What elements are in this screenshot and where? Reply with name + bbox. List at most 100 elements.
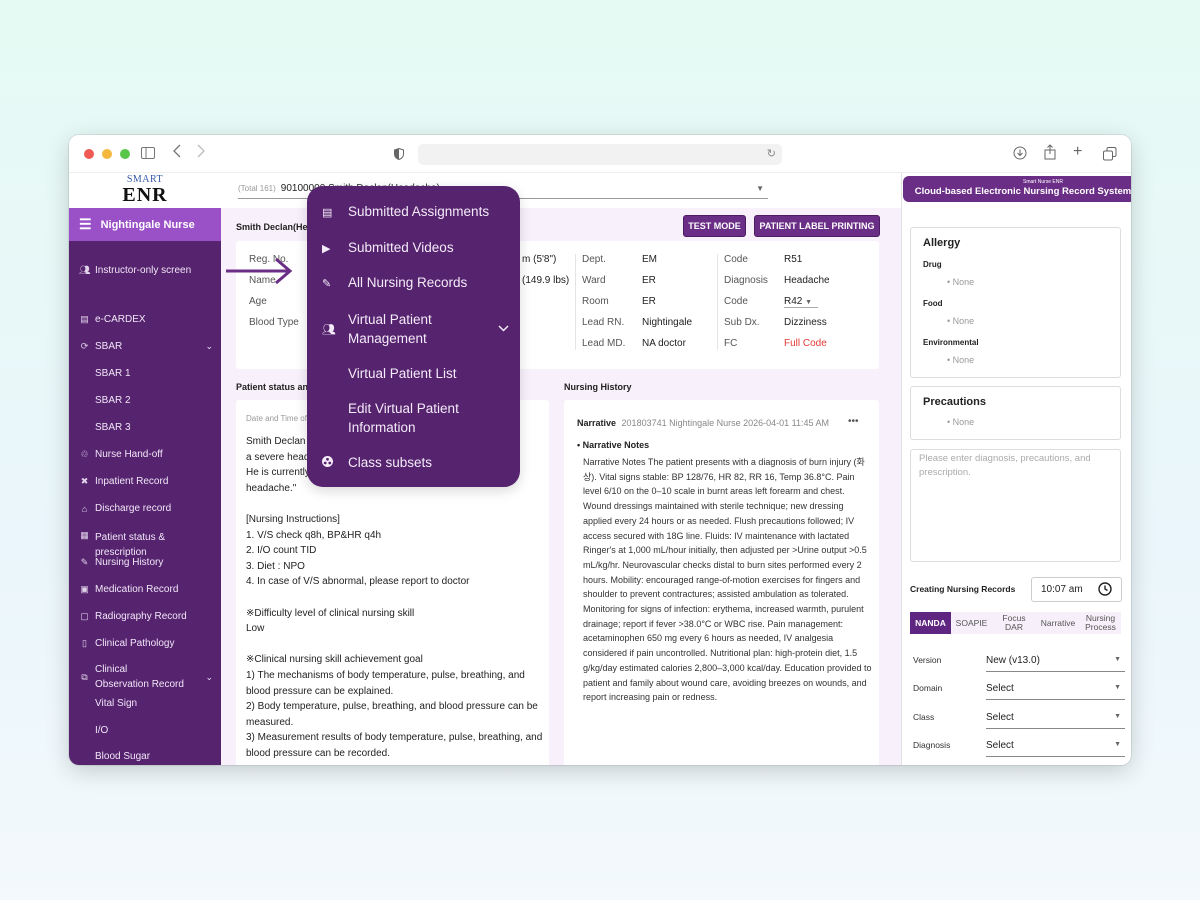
sidebar-item-io[interactable]: I/O bbox=[95, 725, 109, 736]
sidebar-item-sbar2[interactable]: SBAR 2 bbox=[95, 395, 131, 406]
sidebar-item-sbar3[interactable]: SBAR 3 bbox=[95, 422, 131, 433]
chart-icon: ▦ bbox=[80, 530, 89, 540]
record-type-tabs: NANDA SOAPIE Focus DAR Narrative Nursing… bbox=[910, 612, 1121, 634]
patient-name: Smith Declan(Headache) bbox=[236, 222, 342, 232]
record-meta: 201803741 Nightingale Nurse 2026-04-01 1… bbox=[621, 418, 830, 428]
browser-titlebar: ↻ + bbox=[69, 135, 1131, 173]
sidebar: SMART ENR ☰ Nightingale Nurse 👥︎ Instruct… bbox=[69, 173, 221, 765]
precautions-box: Precautions • None bbox=[910, 386, 1121, 440]
caret-down-icon: ▼ bbox=[1114, 656, 1121, 663]
people-icon: 👥︎ bbox=[79, 265, 91, 275]
sidebar-item-patient-status[interactable]: ▦ Patient status & prescription bbox=[80, 530, 166, 558]
arrow-icon bbox=[226, 257, 293, 285]
tab-soapie[interactable]: SOAPIE bbox=[955, 617, 988, 628]
sidebar-item-sbar[interactable]: ⟳ SBAR ⌄ bbox=[80, 341, 213, 352]
menu-item-edit-virtual-patient[interactable]: Edit Virtual Patient Information bbox=[348, 400, 459, 436]
monitor-icon: ▤ bbox=[80, 314, 89, 324]
user-bar[interactable]: ☰ Nightingale Nurse bbox=[69, 208, 221, 241]
sidebar-item-sbar1[interactable]: SBAR 1 bbox=[95, 368, 131, 379]
shield-icon[interactable] bbox=[394, 147, 404, 163]
home-icon: ⌂ bbox=[81, 503, 88, 514]
sidebar-item-blood-sugar[interactable]: Blood Sugar bbox=[95, 751, 151, 762]
diagnosis-field[interactable]: Diagnosis Select ▼ bbox=[913, 735, 1125, 757]
sidebar-item-ecardex[interactable]: ▤ e-CARDEX bbox=[80, 314, 146, 325]
logo[interactable]: SMART ENR bbox=[69, 173, 221, 208]
narrative-notes: Narrative Notes The patient presents wit… bbox=[583, 457, 872, 703]
image-icon: ▢ bbox=[80, 611, 89, 621]
download-icon[interactable] bbox=[1013, 146, 1027, 163]
status-text: Smith Declan g of a severe head He is cu… bbox=[246, 436, 543, 759]
chevron-down-icon bbox=[498, 323, 509, 335]
caret-down-icon: ▼ bbox=[1114, 684, 1121, 691]
allergy-box: Allergy Drug • None Food • None Environm… bbox=[910, 227, 1121, 378]
version-field[interactable]: Version New (v13.0) ▼ bbox=[913, 650, 1125, 672]
minimize-window-button[interactable] bbox=[102, 148, 112, 159]
menu-item-class-subsets[interactable]: Class subsets bbox=[307, 453, 520, 473]
time-input[interactable]: 10:07 am bbox=[1031, 577, 1122, 602]
chevron-down-icon: ⌄ bbox=[205, 671, 213, 682]
address-bar[interactable]: ↻ bbox=[418, 144, 782, 165]
cycle-icon: ⟳ bbox=[80, 341, 89, 351]
maximize-window-button[interactable] bbox=[120, 148, 130, 159]
people-icon: 👥︎ bbox=[322, 323, 336, 336]
menu-item-virtual-patient-management[interactable]: 👥︎ Virtual Patient Management bbox=[307, 309, 520, 349]
sidebar-item-vital-sign[interactable]: Vital Sign bbox=[95, 698, 138, 709]
sidebar-item-nursing-history[interactable]: ✎ Nursing History bbox=[80, 557, 164, 568]
tabs-overview-icon[interactable] bbox=[1103, 147, 1117, 164]
test-mode-button[interactable]: TEST MODE bbox=[683, 215, 746, 237]
sidebar-item-medication[interactable]: ▣ Medication Record bbox=[80, 584, 179, 595]
pill-icon: ▣ bbox=[80, 584, 89, 594]
reload-icon[interactable]: ↻ bbox=[766, 148, 776, 160]
menu-item-virtual-patient-list[interactable]: Virtual Patient List bbox=[348, 366, 457, 382]
assignment-icon: ▤ bbox=[322, 206, 333, 219]
domain-field[interactable]: Domain Select ▼ bbox=[913, 678, 1125, 700]
caret-down-icon: ▼ bbox=[756, 184, 764, 193]
sidebar-item-inpatient[interactable]: ✖ Inpatient Record bbox=[80, 476, 169, 487]
menu-icon[interactable]: ☰ bbox=[79, 216, 92, 232]
patient-label-printing-button[interactable]: PATIENT LABEL PRINTING bbox=[754, 215, 880, 237]
tab-narrative[interactable]: Narrative bbox=[1040, 617, 1076, 628]
video-icon: ▶︎ bbox=[322, 242, 331, 255]
height-value: m (5'8") bbox=[522, 254, 557, 265]
tab-focus-dar[interactable]: Focus DAR bbox=[1002, 613, 1026, 632]
monitor-wave-icon: ⧉ bbox=[81, 671, 88, 682]
new-tab-icon[interactable]: + bbox=[1073, 143, 1083, 160]
caret-down-icon: ▼ bbox=[1114, 741, 1121, 748]
clock-icon[interactable] bbox=[1098, 582, 1112, 599]
menu-item-all-nursing-records[interactable]: ✎ All Nursing Records bbox=[322, 275, 468, 291]
caret-down-icon: ▼ bbox=[1114, 713, 1121, 720]
sidebar-item-radiography[interactable]: ▢ Radiography Record bbox=[80, 611, 187, 622]
caret-down-icon: ▼ bbox=[805, 299, 813, 306]
sidebar-item-pathology[interactable]: ▯ Clinical Pathology bbox=[69, 638, 221, 649]
tab-nursing-process[interactable]: Nursing Process bbox=[1085, 613, 1116, 632]
sidebar-toggle-icon[interactable] bbox=[141, 146, 155, 162]
share-icon[interactable] bbox=[1044, 144, 1056, 163]
diagnosis-textarea[interactable]: Please enter diagnosis, precautions, and… bbox=[910, 449, 1121, 562]
edit-icon: ✎ bbox=[322, 277, 332, 290]
sidebar-item-instructor[interactable]: 👥︎ Instructor-only screen bbox=[79, 265, 192, 276]
weight-value: (149.9 lbs) bbox=[522, 275, 570, 286]
close-window-button[interactable] bbox=[84, 148, 94, 159]
chevron-down-icon: ⌄ bbox=[205, 341, 213, 351]
group-icon bbox=[322, 456, 333, 470]
nursing-history-card: Narrative 201803741 Nightingale Nurse 20… bbox=[564, 400, 879, 765]
menu-item-submitted-videos[interactable]: ▶︎ Submitted Videos bbox=[322, 240, 454, 256]
sidebar-item-observation[interactable]: ⧉ Clinical Observation Record ⌄ bbox=[69, 662, 221, 692]
full-code-status: Full Code bbox=[784, 338, 827, 349]
user-name: Nightingale Nurse bbox=[100, 218, 195, 231]
sidebar-item-discharge[interactable]: ⌂ Discharge record bbox=[69, 503, 221, 514]
menu-item-submitted-assignments[interactable]: ▤ Submitted Assignments bbox=[322, 204, 490, 220]
class-field[interactable]: Class Select ▼ bbox=[913, 707, 1125, 729]
tab-nanda[interactable]: NANDA bbox=[910, 612, 951, 634]
brand-banner: Smart Nurse ENR Cloud-based Electronic N… bbox=[903, 176, 1131, 202]
bandage-icon: ✖ bbox=[80, 476, 89, 486]
more-options-icon[interactable]: ••• bbox=[848, 416, 859, 427]
back-icon[interactable] bbox=[173, 144, 181, 161]
sub-code-select[interactable]: R42 ▼ bbox=[784, 296, 818, 308]
right-panel: Smart Nurse ENR Cloud-based Electronic N… bbox=[901, 173, 1131, 765]
doc-icon: ▯ bbox=[82, 638, 87, 648]
forward-icon[interactable] bbox=[197, 144, 205, 161]
handoff-icon: ♲ bbox=[80, 449, 89, 459]
pen-icon: ✎ bbox=[80, 557, 89, 567]
sidebar-item-handoff[interactable]: ♲ Nurse Hand-off bbox=[80, 449, 163, 460]
